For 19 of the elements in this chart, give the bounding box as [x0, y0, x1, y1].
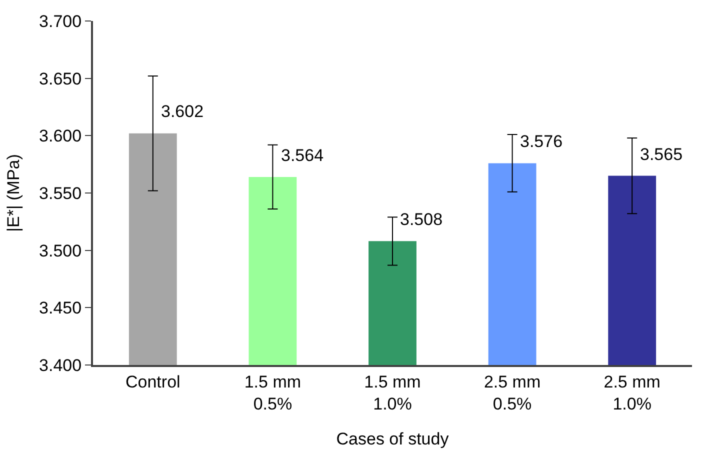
- y-tick-label: 3.400: [39, 356, 82, 375]
- y-axis-title: |E*| (MPa): [4, 154, 24, 232]
- data-label: 3.565: [640, 145, 683, 164]
- y-tick-label: 3.700: [39, 12, 82, 31]
- y-tick-label: 3.550: [39, 184, 82, 203]
- data-label: 3.576: [520, 132, 563, 151]
- x-tick-label: 1.5 mm 0.5%: [244, 372, 302, 414]
- data-label: 3.564: [281, 146, 324, 165]
- y-tick-label: 3.450: [39, 298, 82, 318]
- data-label: 3.602: [161, 102, 204, 121]
- y-tick-label: 3.500: [39, 241, 82, 260]
- x-axis-title: Cases of study: [336, 429, 450, 448]
- x-tick-label: Control: [125, 372, 180, 392]
- x-tick-label: 2.5 mm 0.5%: [484, 372, 541, 414]
- data-label: 3.508: [400, 210, 443, 229]
- y-tick-label: 3.600: [39, 126, 82, 146]
- y-tick-label: 3.650: [39, 69, 82, 88]
- x-tick-label: 1.5 mm 1.0%: [364, 372, 421, 414]
- x-tick-label: 2.5 mm 1.0%: [604, 372, 660, 414]
